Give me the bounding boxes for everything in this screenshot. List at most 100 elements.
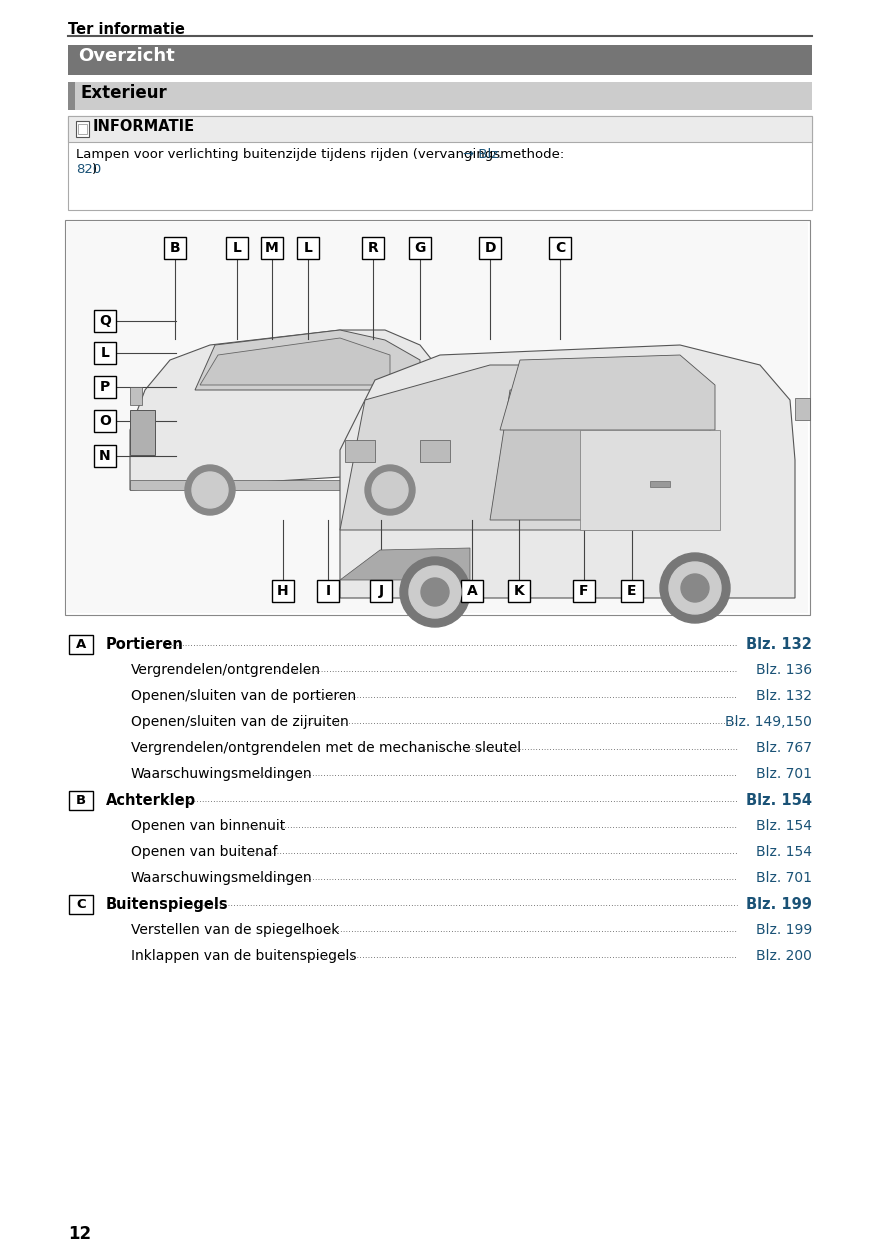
Text: Blz. 136: Blz. 136: [756, 663, 812, 678]
Bar: [69, 791, 93, 810]
Bar: [362, 237, 384, 259]
Text: Inklappen van de buitenspiegels: Inklappen van de buitenspiegels: [131, 949, 356, 963]
Bar: [261, 237, 283, 259]
Bar: [94, 310, 116, 333]
Text: Buitenspiegels: Buitenspiegels: [106, 897, 228, 912]
Text: Blz. 132: Blz. 132: [756, 689, 812, 702]
Text: B: B: [76, 794, 86, 807]
Text: Blz. 154: Blz. 154: [746, 793, 812, 808]
Text: K: K: [514, 585, 524, 598]
Bar: [650, 482, 670, 486]
Text: E: E: [627, 585, 637, 598]
Bar: [345, 441, 375, 462]
Text: Exterieur: Exterieur: [81, 84, 168, 102]
Text: Vergrendelen/ontgrendelen met de mechanische sleutel: Vergrendelen/ontgrendelen met de mechani…: [131, 741, 522, 755]
Text: Portieren: Portieren: [106, 637, 184, 652]
Bar: [67, 222, 808, 613]
Bar: [164, 237, 186, 259]
Bar: [94, 446, 116, 467]
Text: Blz. 767: Blz. 767: [756, 741, 812, 755]
Polygon shape: [340, 549, 470, 580]
Text: F: F: [579, 585, 589, 598]
Text: Blz. 701: Blz. 701: [756, 871, 812, 885]
Bar: [420, 441, 450, 462]
Text: → Blz.: → Blz.: [464, 148, 507, 161]
Text: INFORMATIE: INFORMATIE: [93, 119, 195, 134]
Bar: [479, 237, 501, 259]
Polygon shape: [580, 429, 720, 530]
Text: Overzicht: Overzicht: [78, 47, 175, 65]
Bar: [68, 82, 75, 110]
Text: Lampen voor verlichting buitenzijde tijdens rijden (vervangingsmethode:: Lampen voor verlichting buitenzijde tijd…: [76, 148, 569, 161]
Text: 820: 820: [76, 163, 102, 176]
Bar: [130, 410, 155, 455]
Circle shape: [365, 465, 415, 515]
Text: Blz. 200: Blz. 200: [756, 949, 812, 963]
Bar: [549, 237, 571, 259]
Bar: [94, 410, 116, 432]
Text: A: A: [466, 585, 478, 598]
Text: O: O: [99, 414, 111, 428]
Text: Blz. 154: Blz. 154: [756, 845, 812, 859]
Text: Blz. 154: Blz. 154: [756, 819, 812, 833]
Circle shape: [681, 575, 709, 602]
Bar: [130, 387, 142, 405]
Bar: [94, 376, 116, 398]
Text: R: R: [368, 241, 378, 254]
Text: L: L: [101, 346, 109, 360]
Text: Waarschuwingsmeldingen: Waarschuwingsmeldingen: [131, 871, 312, 885]
Bar: [78, 124, 87, 134]
Text: G: G: [415, 241, 426, 254]
Text: ): ): [92, 163, 97, 176]
Bar: [795, 398, 810, 419]
Bar: [76, 122, 89, 137]
Text: 12: 12: [68, 1225, 91, 1241]
Polygon shape: [340, 345, 795, 598]
Bar: [409, 237, 431, 259]
Polygon shape: [130, 330, 455, 490]
Text: Blz. 132: Blz. 132: [746, 637, 812, 652]
Circle shape: [192, 472, 228, 508]
Text: H: H: [277, 585, 289, 598]
Bar: [94, 343, 116, 364]
Text: C: C: [76, 898, 86, 911]
Circle shape: [185, 465, 235, 515]
Text: B: B: [170, 241, 180, 254]
Circle shape: [421, 578, 449, 606]
Text: Openen van binnenuit: Openen van binnenuit: [131, 819, 285, 833]
Circle shape: [669, 562, 721, 614]
Text: Waarschuwingsmeldingen: Waarschuwingsmeldingen: [131, 767, 312, 781]
Bar: [69, 635, 93, 654]
Bar: [226, 237, 248, 259]
Bar: [461, 580, 483, 602]
Text: Q: Q: [99, 314, 111, 328]
Text: Openen/sluiten van de zijruiten: Openen/sluiten van de zijruiten: [131, 715, 349, 728]
Bar: [573, 580, 595, 602]
Bar: [65, 220, 810, 616]
Text: Blz. 149,150: Blz. 149,150: [725, 715, 812, 728]
Bar: [508, 580, 530, 602]
Bar: [68, 45, 812, 74]
Text: Achterklep: Achterklep: [106, 793, 196, 808]
Text: M: M: [265, 241, 279, 254]
Bar: [68, 82, 812, 110]
Text: Blz. 701: Blz. 701: [756, 767, 812, 781]
Bar: [621, 580, 643, 602]
Bar: [272, 580, 294, 602]
Polygon shape: [500, 355, 715, 429]
Bar: [69, 895, 93, 915]
Circle shape: [409, 566, 461, 618]
Bar: [370, 580, 392, 602]
Bar: [68, 115, 812, 141]
Text: Ter informatie: Ter informatie: [68, 22, 185, 37]
Text: Verstellen van de spiegelhoek: Verstellen van de spiegelhoek: [131, 923, 340, 937]
Text: L: L: [233, 241, 242, 254]
Text: A: A: [76, 638, 86, 652]
Polygon shape: [490, 375, 710, 520]
Polygon shape: [195, 330, 420, 390]
Polygon shape: [200, 338, 390, 385]
Text: Vergrendelen/ontgrendelen: Vergrendelen/ontgrendelen: [131, 663, 321, 678]
Circle shape: [372, 472, 408, 508]
Text: J: J: [379, 585, 383, 598]
Circle shape: [660, 553, 730, 623]
